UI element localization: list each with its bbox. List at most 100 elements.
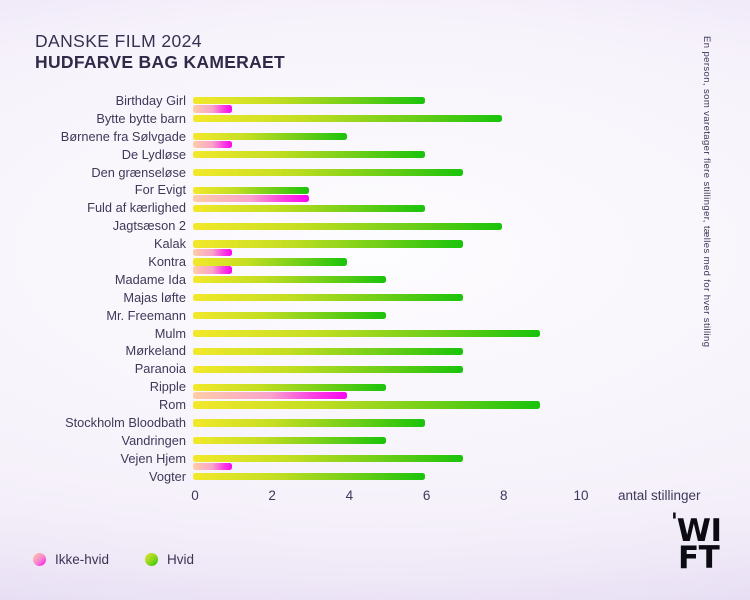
ikke-hvid-bar bbox=[193, 248, 232, 256]
x-axis-tick: 6 bbox=[422, 488, 431, 503]
film-label: Birthday Girl bbox=[115, 93, 186, 108]
x-axis: antal stillinger 0 2 4 6 8 10 bbox=[0, 488, 750, 506]
bar-area bbox=[193, 128, 620, 149]
bar-area bbox=[193, 217, 620, 235]
side-note: En person, som varetager flere stillinge… bbox=[701, 36, 712, 348]
hvid-bar bbox=[193, 383, 386, 391]
legend-label: Hvid bbox=[167, 552, 195, 567]
hvid-bar bbox=[193, 401, 541, 409]
ikke-hvid-bar bbox=[193, 194, 309, 203]
film-label: Ripple bbox=[149, 379, 186, 395]
hvid-bar bbox=[193, 473, 425, 481]
hvid-bar bbox=[193, 168, 464, 177]
bar-area bbox=[193, 271, 620, 289]
wift-logo-text-wi: WI bbox=[676, 513, 722, 549]
film-label: Vejen Hjem bbox=[120, 450, 186, 466]
film-row: Jagtsæson 2 bbox=[0, 217, 620, 235]
x-axis-tick: 0 bbox=[191, 488, 199, 503]
bar-area bbox=[193, 450, 620, 471]
bar-area bbox=[193, 468, 620, 486]
chart-subtitle: HUDFARVE BAG KAMERAET bbox=[35, 51, 286, 72]
film-label: Børnene fra Sølvgade bbox=[60, 128, 186, 144]
bar-area bbox=[193, 110, 620, 128]
hvid-bar bbox=[193, 365, 464, 373]
film-row: De Lydløse bbox=[0, 146, 620, 164]
legend-dot-icon bbox=[33, 553, 46, 566]
hvid-bar bbox=[193, 419, 425, 427]
film-row: Børnene fra Sølvgade bbox=[0, 128, 620, 149]
hvid-bar bbox=[193, 294, 464, 302]
film-label: Mr. Freemann bbox=[106, 307, 186, 323]
hvid-bar bbox=[193, 455, 464, 463]
x-axis-tick: 8 bbox=[500, 488, 508, 503]
bar-area bbox=[193, 307, 620, 325]
film-row: Ripple bbox=[0, 378, 620, 399]
legend-item: Ikke-hvid bbox=[33, 552, 109, 567]
film-row: Rom bbox=[0, 396, 620, 414]
bar-area bbox=[193, 378, 620, 399]
wift-logo: 'WI FT bbox=[671, 512, 722, 573]
film-row: Majas løfte bbox=[0, 289, 620, 307]
legend-item: Hvid bbox=[145, 552, 194, 567]
bar-area bbox=[193, 325, 620, 343]
ikke-hvid-bar bbox=[193, 391, 348, 399]
film-label: Kontra bbox=[148, 254, 186, 270]
film-row: Bytte bytte barn bbox=[0, 110, 620, 128]
wift-logo-line1: 'WI bbox=[671, 512, 722, 547]
bar-area bbox=[193, 164, 620, 182]
film-label: Mørkeland bbox=[125, 343, 186, 359]
legend-label: Ikke-hvid bbox=[55, 552, 110, 567]
film-label: Bytte bytte barn bbox=[96, 110, 186, 126]
film-label: Madame Ida bbox=[114, 271, 186, 287]
hvid-bar bbox=[193, 347, 464, 355]
ikke-hvid-bar bbox=[193, 266, 232, 274]
x-axis-tick: 10 bbox=[573, 488, 589, 503]
bar-area bbox=[193, 92, 620, 113]
hvid-bar bbox=[193, 437, 386, 445]
hvid-bar bbox=[193, 150, 425, 159]
film-row: Birthday Girl bbox=[0, 92, 620, 113]
bar-area bbox=[193, 289, 620, 307]
film-row: Mr. Freemann bbox=[0, 307, 620, 325]
bar-area bbox=[193, 235, 620, 256]
hvid-bar bbox=[193, 133, 348, 141]
film-row: Fuld af kærlighed bbox=[0, 199, 620, 217]
film-row: Kalak bbox=[0, 235, 620, 256]
bar-area bbox=[193, 360, 620, 378]
hvid-bar bbox=[193, 311, 386, 320]
bar-area bbox=[193, 146, 620, 164]
film-row: Vejen Hjem bbox=[0, 450, 620, 471]
hvid-bar bbox=[193, 240, 464, 248]
bar-area bbox=[193, 414, 620, 432]
hvid-bar bbox=[193, 97, 425, 105]
film-label: Vogter bbox=[149, 468, 186, 484]
hvid-bar bbox=[193, 115, 502, 123]
film-row: Madame Ida bbox=[0, 271, 620, 289]
film-label: Fuld af kærlighed bbox=[87, 200, 186, 216]
legend-dot-icon bbox=[145, 553, 159, 566]
bar-area bbox=[193, 342, 620, 360]
film-row: Mørkeland bbox=[0, 342, 620, 360]
film-label: Mulm bbox=[154, 325, 186, 341]
logo-tick-mark: ' bbox=[671, 510, 678, 535]
hvid-bar bbox=[193, 329, 541, 338]
bar-area bbox=[193, 432, 620, 450]
x-axis-tick: 4 bbox=[345, 488, 354, 503]
legend: Ikke-hvid Hvid bbox=[33, 552, 194, 567]
hvid-bar bbox=[193, 186, 309, 194]
x-axis-tick: 2 bbox=[268, 488, 276, 503]
hvid-bar bbox=[193, 258, 348, 266]
ikke-hvid-bar bbox=[193, 463, 232, 471]
film-row: Vogter bbox=[0, 468, 620, 486]
hvid-bar bbox=[193, 222, 502, 230]
bar-area bbox=[193, 396, 620, 414]
film-row: Mulm bbox=[0, 325, 620, 343]
film-row: Vandringen bbox=[0, 432, 620, 450]
film-label: Paranoia bbox=[134, 361, 186, 377]
film-label: Rom bbox=[158, 397, 186, 413]
bar-area bbox=[193, 199, 620, 217]
film-label: De Lydløse bbox=[121, 146, 186, 162]
chart-title: DANSKE FILM 2024 bbox=[35, 31, 202, 51]
bar-area bbox=[193, 253, 620, 274]
film-row: For Evigt bbox=[0, 181, 620, 203]
